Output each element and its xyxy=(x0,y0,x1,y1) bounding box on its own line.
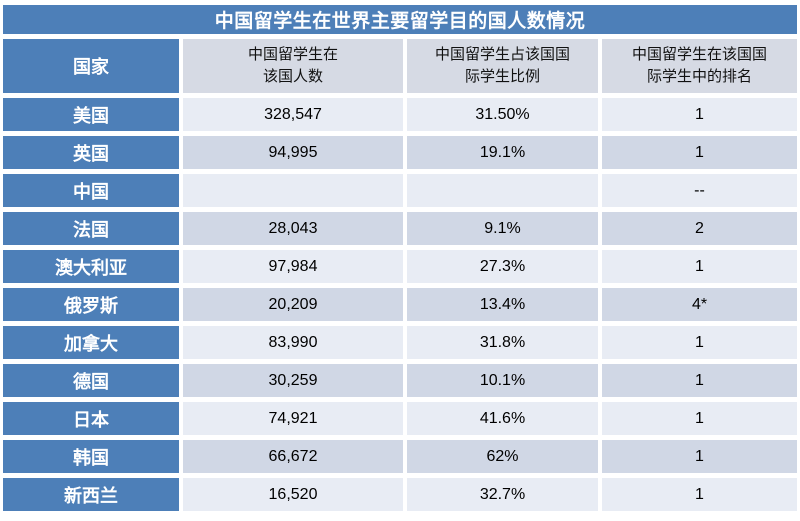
count-cell: 20,209 xyxy=(183,288,403,321)
rank-cell: 1 xyxy=(602,250,797,283)
share-cell: 62% xyxy=(407,440,598,473)
rank-cell: 4* xyxy=(602,288,797,321)
table-title: 中国留学生在世界主要留学目的国人数情况 xyxy=(3,5,797,34)
country-cell: 美国 xyxy=(3,98,179,131)
country-cell: 日本 xyxy=(3,402,179,435)
rank-cell: 1 xyxy=(602,364,797,397)
count-cell: 66,672 xyxy=(183,440,403,473)
count-cell: 30,259 xyxy=(183,364,403,397)
share-cell xyxy=(407,174,598,207)
share-cell: 31.8% xyxy=(407,326,598,359)
share-cell: 41.6% xyxy=(407,402,598,435)
rank-cell: 1 xyxy=(602,98,797,131)
count-cell: 97,984 xyxy=(183,250,403,283)
column-header-rank: 中国留学生在该国国 际学生中的排名 xyxy=(602,39,797,93)
count-cell: 94,995 xyxy=(183,136,403,169)
share-cell: 31.50% xyxy=(407,98,598,131)
country-cell: 德国 xyxy=(3,364,179,397)
share-cell: 9.1% xyxy=(407,212,598,245)
column-header-count: 中国留学生在 该国人数 xyxy=(183,39,403,93)
country-cell: 加拿大 xyxy=(3,326,179,359)
rank-cell: 1 xyxy=(602,402,797,435)
column-header-country: 国家 xyxy=(3,39,179,93)
rank-cell: 2 xyxy=(602,212,797,245)
country-cell: 俄罗斯 xyxy=(3,288,179,321)
share-cell: 13.4% xyxy=(407,288,598,321)
rank-cell: 1 xyxy=(602,136,797,169)
country-cell: 韩国 xyxy=(3,440,179,473)
share-cell: 10.1% xyxy=(407,364,598,397)
rank-cell: 1 xyxy=(602,440,797,473)
share-cell: 27.3% xyxy=(407,250,598,283)
rank-cell: -- xyxy=(602,174,797,207)
count-cell: 74,921 xyxy=(183,402,403,435)
country-cell: 澳大利亚 xyxy=(3,250,179,283)
count-cell xyxy=(183,174,403,207)
country-cell: 新西兰 xyxy=(3,478,179,511)
country-cell: 中国 xyxy=(3,174,179,207)
country-cell: 法国 xyxy=(3,212,179,245)
column-header-share: 中国留学生占该国国 际学生比例 xyxy=(407,39,598,93)
count-cell: 328,547 xyxy=(183,98,403,131)
students-table: 国家 中国留学生在 该国人数 中国留学生占该国国 际学生比例 中国留学生在该国国… xyxy=(3,39,797,511)
rank-cell: 1 xyxy=(602,478,797,511)
count-cell: 28,043 xyxy=(183,212,403,245)
country-cell: 英国 xyxy=(3,136,179,169)
count-cell: 16,520 xyxy=(183,478,403,511)
rank-cell: 1 xyxy=(602,326,797,359)
share-cell: 32.7% xyxy=(407,478,598,511)
share-cell: 19.1% xyxy=(407,136,598,169)
count-cell: 83,990 xyxy=(183,326,403,359)
